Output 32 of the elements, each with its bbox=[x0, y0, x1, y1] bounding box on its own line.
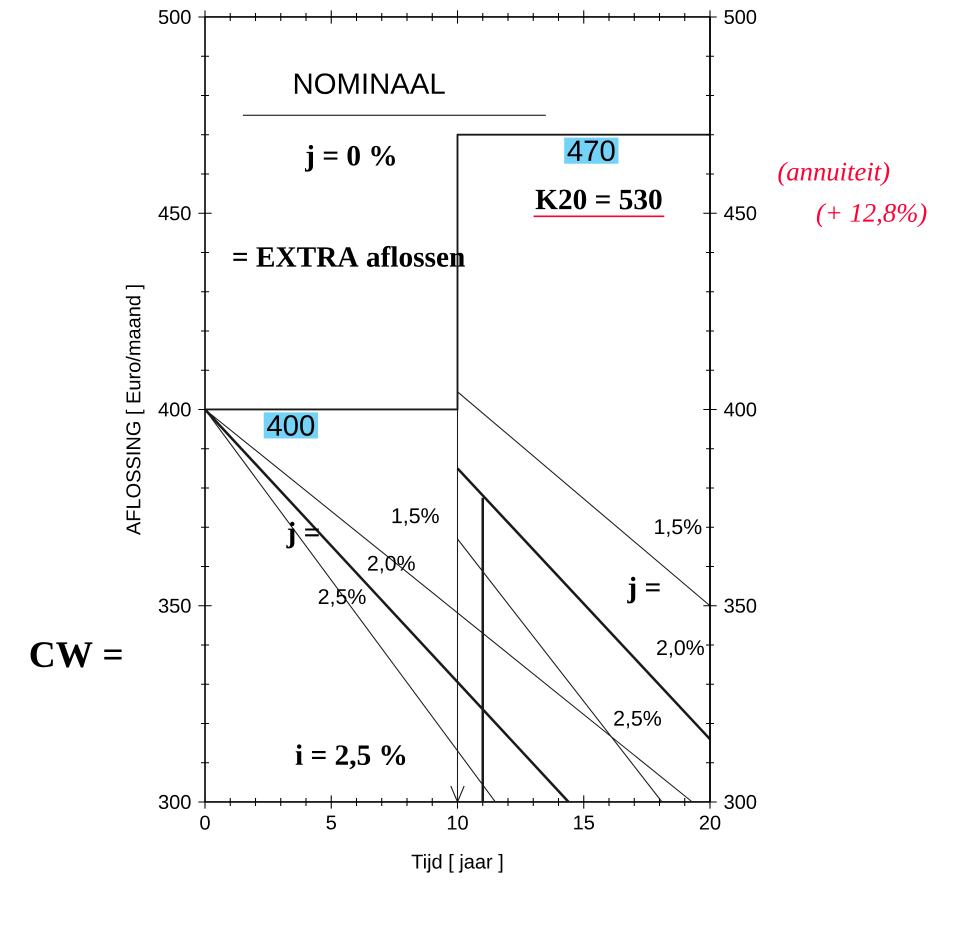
annotation: K20 = 530 bbox=[536, 190, 662, 210]
y-tick-label: 500 bbox=[158, 10, 191, 24]
y-tick-label: 350 bbox=[158, 598, 191, 613]
x-tick-label: 5 bbox=[326, 816, 336, 830]
y-tick-label: 300 bbox=[158, 794, 191, 810]
text: CW = bbox=[30, 642, 122, 668]
series-label: 1,5% bbox=[655, 519, 702, 537]
annotation: j = bbox=[627, 576, 660, 604]
y-tick-label: 450 bbox=[158, 206, 191, 220]
text: (+ 12,8%) bbox=[816, 203, 926, 228]
annotation: 470 bbox=[568, 140, 615, 162]
x-tick-label: 20 bbox=[700, 816, 720, 830]
y2-tick-label: 300 bbox=[724, 794, 756, 810]
annotation: j = bbox=[286, 522, 319, 548]
annotation: j = 0 % bbox=[304, 144, 395, 172]
y-tick-label: 400 bbox=[158, 402, 191, 417]
text: (annuiteit) bbox=[778, 162, 890, 186]
series-label: 2,5% bbox=[614, 710, 661, 728]
y2-tick-label: 500 bbox=[724, 10, 756, 24]
y2-tick-label: 400 bbox=[724, 402, 756, 417]
annotation: i = 2,5 % bbox=[296, 744, 406, 770]
series-label: 1,5% bbox=[392, 508, 439, 526]
series-label: 2,0% bbox=[657, 640, 704, 658]
x-tick-label: 0 bbox=[200, 816, 210, 830]
x-tick-label: 10 bbox=[448, 816, 468, 830]
annotation: 400 bbox=[267, 415, 314, 436]
y-axis-title: AFLOSSING [ Euro/maand ] bbox=[126, 285, 144, 536]
y2-tick-label: 450 bbox=[724, 206, 756, 220]
annotation: NOMINAAL bbox=[294, 73, 445, 94]
x-tick-label: 15 bbox=[574, 816, 594, 830]
y2-tick-label: 350 bbox=[724, 598, 756, 613]
x-axis-title: Tijd [ jaar ] bbox=[412, 854, 502, 873]
